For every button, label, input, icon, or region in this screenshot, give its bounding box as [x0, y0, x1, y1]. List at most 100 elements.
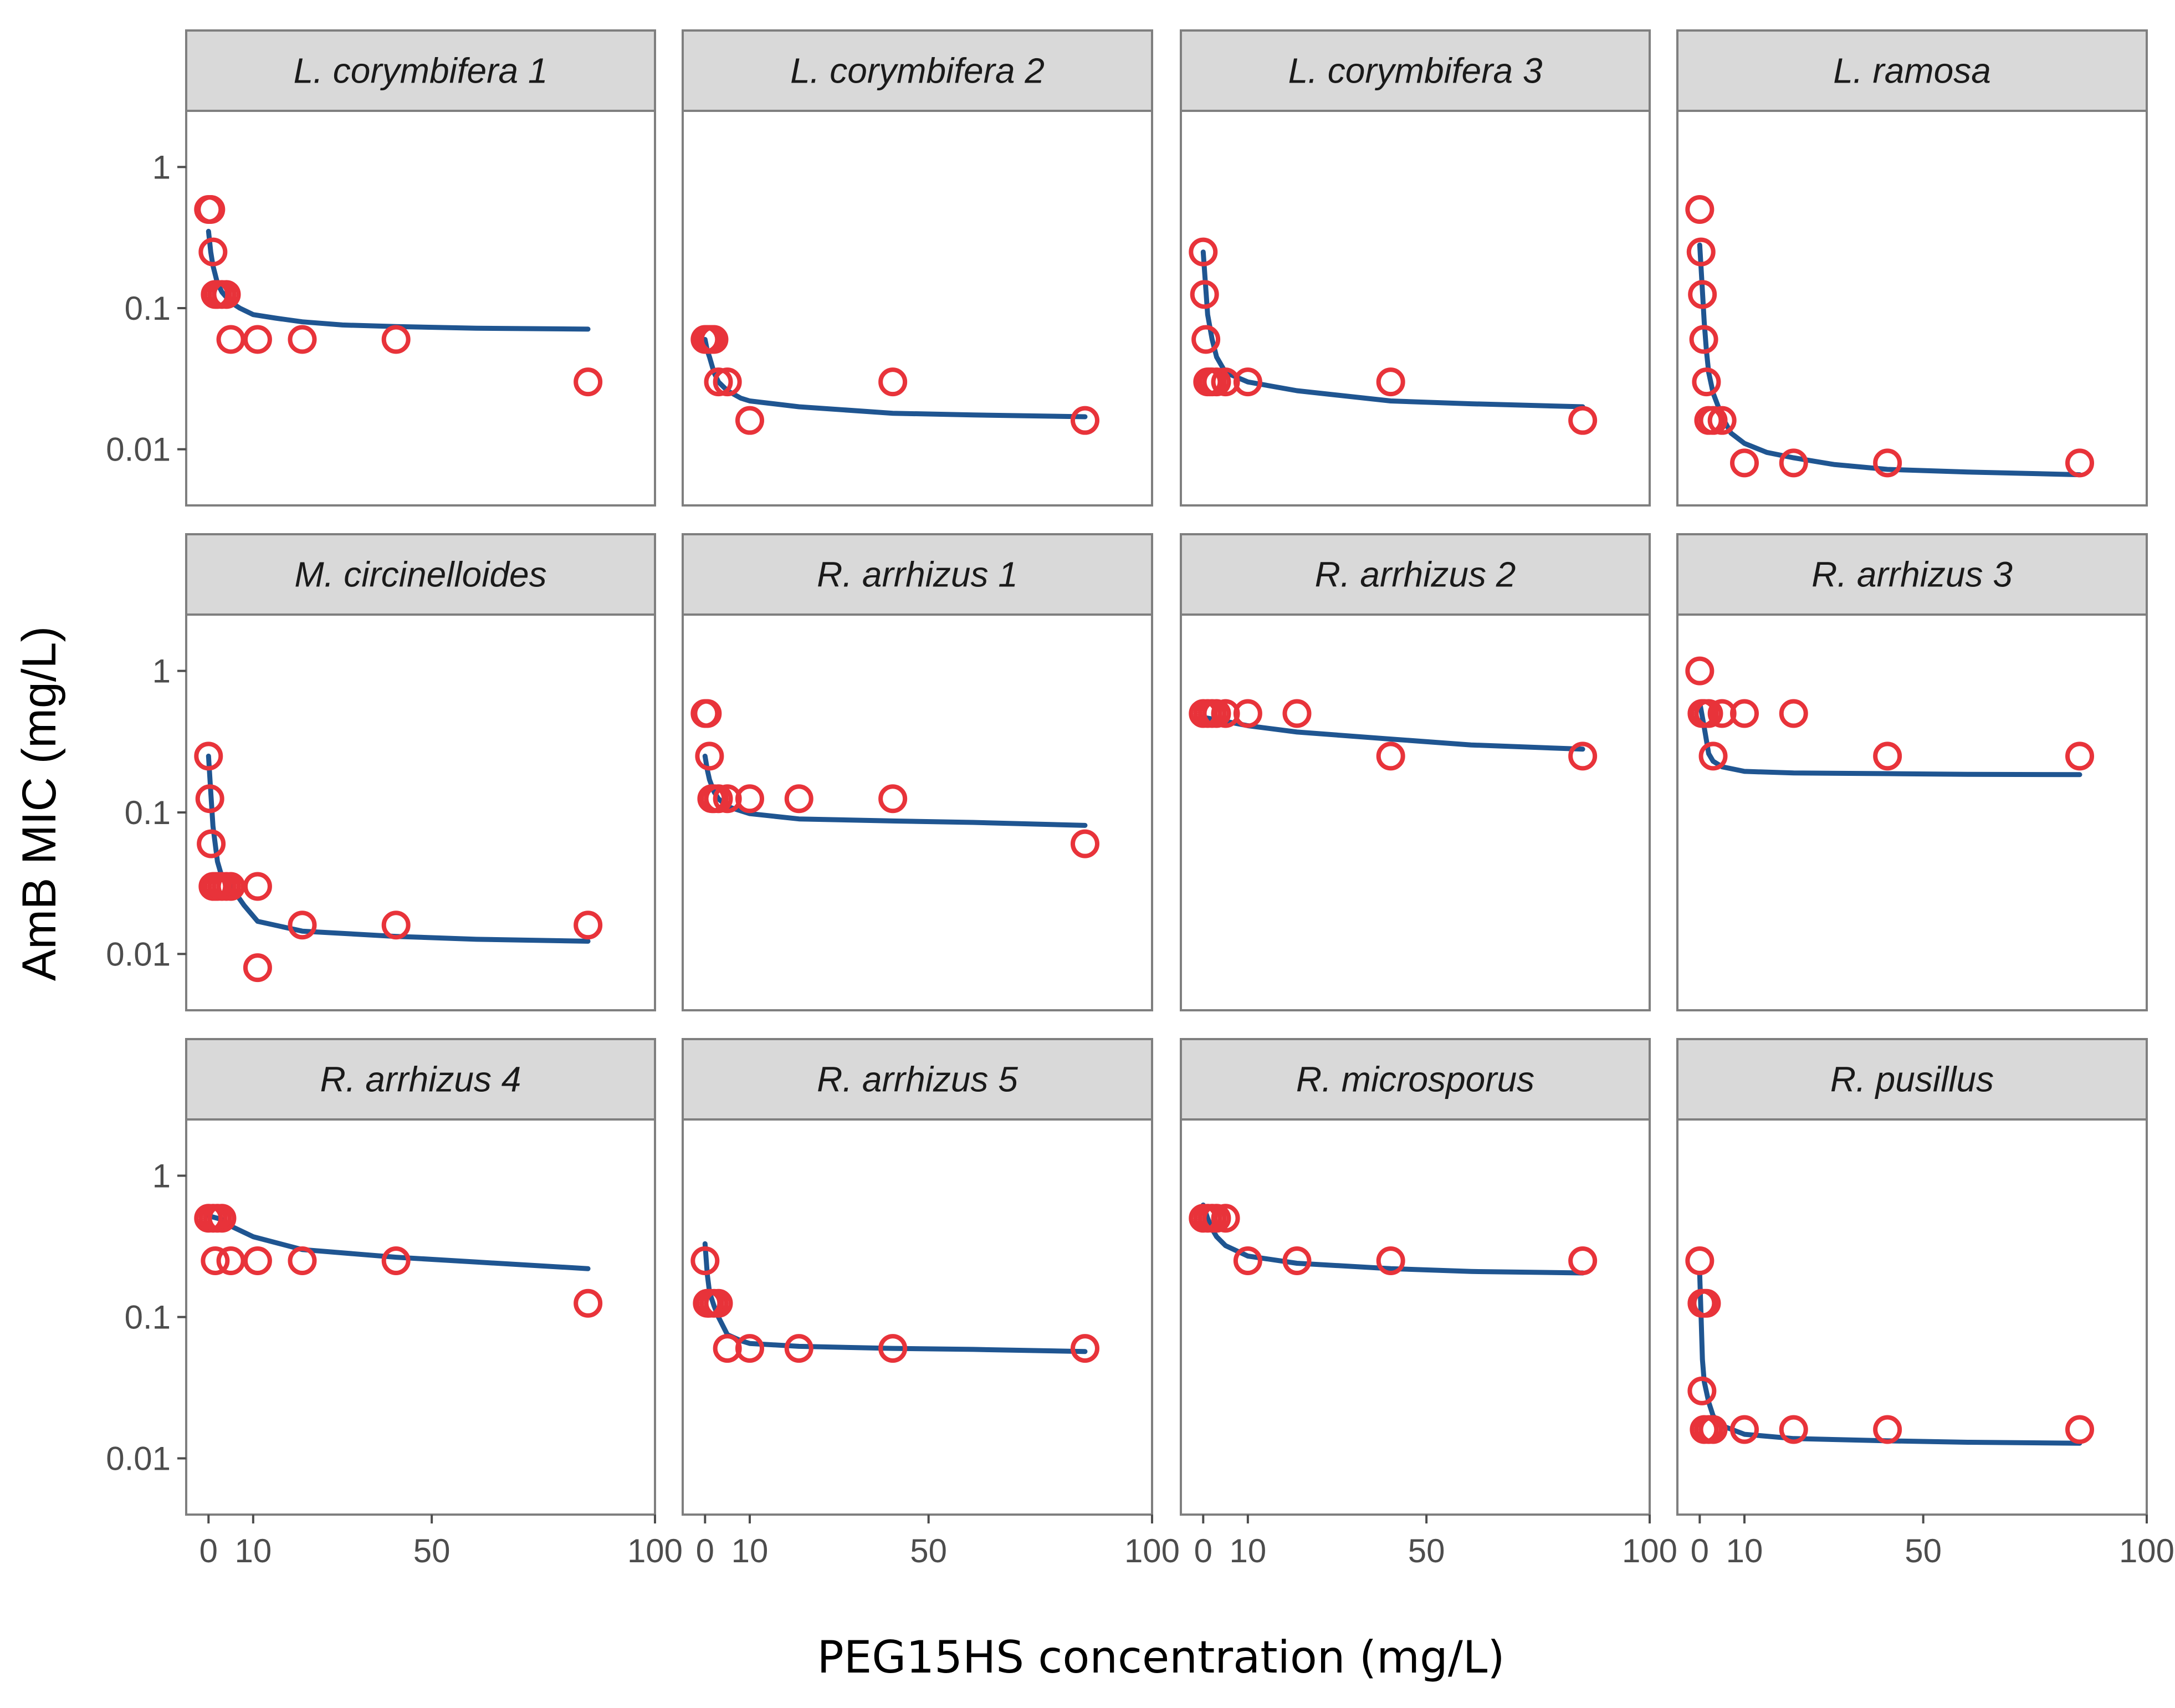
data-point	[1694, 699, 1723, 728]
x-tick-label: 100	[1124, 1532, 1180, 1569]
plot-area	[1676, 1118, 2148, 1516]
data-point	[1233, 1246, 1262, 1276]
facet-title: R. arrhizus 1	[817, 555, 1018, 595]
y-axis-label: AmB MIC (mg/L)	[13, 626, 66, 981]
data-point	[1071, 406, 1099, 435]
facet-title: R. arrhizus 2	[1315, 555, 1516, 595]
data-point	[198, 237, 228, 267]
plot-area	[1180, 1118, 1651, 1516]
data-point	[1688, 280, 1717, 309]
facet-title: R. arrhizus 4	[320, 1060, 521, 1100]
data-point	[243, 953, 272, 983]
data-point	[1071, 1334, 1099, 1363]
x-tick-label: 100	[2119, 1532, 2174, 1569]
data-point	[1202, 699, 1231, 728]
x-tick-label: 50	[413, 1532, 451, 1569]
data-point	[735, 784, 764, 814]
facet-panel: R. arrhizus 4 0.01 0.1 1	[106, 1038, 656, 1516]
data-point	[243, 1246, 272, 1276]
data-point	[878, 1334, 908, 1363]
data-point	[1730, 1415, 1759, 1444]
data-point	[1233, 367, 1262, 397]
facet-panel: R. arrhizus 2	[1180, 533, 1651, 1011]
data-point	[1689, 325, 1718, 354]
plot-area	[1676, 613, 2148, 1011]
facet-panel: R. arrhizus 5	[682, 1038, 1153, 1516]
data-point	[1687, 1376, 1717, 1405]
data-point	[693, 699, 722, 728]
data-point	[195, 784, 224, 814]
x-tick-label: 100	[627, 1532, 683, 1569]
data-point	[574, 367, 603, 397]
data-point	[1698, 742, 1728, 771]
facet-strip	[682, 29, 1153, 112]
data-point	[288, 1246, 317, 1276]
data-point	[690, 1246, 720, 1276]
facet-strip	[1180, 1038, 1651, 1121]
x-axis-label: PEG15HS concentration (mg/L)	[817, 1632, 1504, 1683]
x-tick-label: 0	[199, 1532, 218, 1569]
y-tick-label: 1	[152, 653, 171, 690]
plot-area	[682, 110, 1153, 507]
facet-title: R. arrhizus 5	[817, 1060, 1018, 1100]
data-point	[1282, 699, 1312, 728]
x-tick-label: 0	[1691, 1532, 1709, 1569]
plot-area	[185, 1118, 656, 1516]
data-point	[1568, 406, 1598, 435]
data-point	[699, 325, 729, 354]
data-point	[784, 784, 813, 814]
data-point	[1071, 829, 1099, 858]
data-point	[288, 911, 317, 940]
facet-title: R. pusillus	[1830, 1060, 1994, 1100]
y-tick-label: 0.1	[125, 290, 171, 327]
data-point	[704, 1288, 733, 1318]
data-point	[1202, 367, 1231, 397]
facet-panel: R. arrhizus 1	[682, 533, 1153, 1011]
data-point	[1211, 1204, 1240, 1233]
facet-title: L. corymbifera 2	[790, 51, 1045, 91]
data-point	[878, 367, 908, 397]
data-point	[1692, 1288, 1721, 1318]
data-point	[1202, 1204, 1231, 1233]
y-tick-label: 0.1	[125, 1299, 171, 1336]
data-point	[1376, 1246, 1405, 1276]
facet-strip	[185, 1038, 656, 1121]
data-point	[381, 911, 411, 940]
data-point	[381, 1246, 411, 1276]
data-point	[196, 195, 226, 224]
data-point	[201, 1246, 230, 1276]
x-tick-label: 10	[234, 1532, 272, 1569]
fit-line	[206, 228, 591, 332]
facet-strip	[1180, 29, 1651, 112]
x-tick-label: 50	[1408, 1532, 1445, 1569]
data-point	[194, 742, 223, 771]
data-point	[735, 1334, 764, 1363]
plot-area	[1676, 110, 2148, 507]
y-tick-label: 0.01	[106, 1440, 171, 1477]
facet-panel: R. microsporus	[1180, 1038, 1651, 1516]
data-point	[216, 325, 245, 354]
facet-title: L. ramosa	[1833, 51, 1991, 91]
data-point	[1686, 237, 1716, 267]
data-point	[695, 742, 724, 771]
x-tick-label: 10	[1229, 1532, 1266, 1569]
data-point	[1692, 367, 1721, 397]
data-point	[1685, 195, 1715, 224]
x-tick-label: 0	[1194, 1532, 1212, 1569]
x-tick-label: 10	[731, 1532, 769, 1569]
y-tick-label: 0.01	[106, 431, 171, 468]
facet-panel: R. arrhizus 3	[1676, 533, 2148, 1011]
x-tick-label: 0	[696, 1532, 714, 1569]
data-point	[1698, 406, 1728, 435]
facet-panel: L. corymbifera 1 0.01 0.1 1	[106, 29, 656, 507]
panel-grid: L. corymbifera 1 0.01 0.1 1 L. corymbifera 2…	[106, 29, 2148, 1516]
facet-strip	[185, 533, 656, 616]
y-tick-label: 1	[152, 149, 171, 186]
data-point	[2065, 1415, 2094, 1444]
data-point	[1685, 656, 1715, 686]
facet-strip	[1676, 1038, 2148, 1121]
data-point	[704, 367, 733, 397]
data-point	[1873, 1415, 1902, 1444]
data-point	[1189, 237, 1218, 267]
facet-panel: L. ramosa	[1676, 29, 2148, 507]
